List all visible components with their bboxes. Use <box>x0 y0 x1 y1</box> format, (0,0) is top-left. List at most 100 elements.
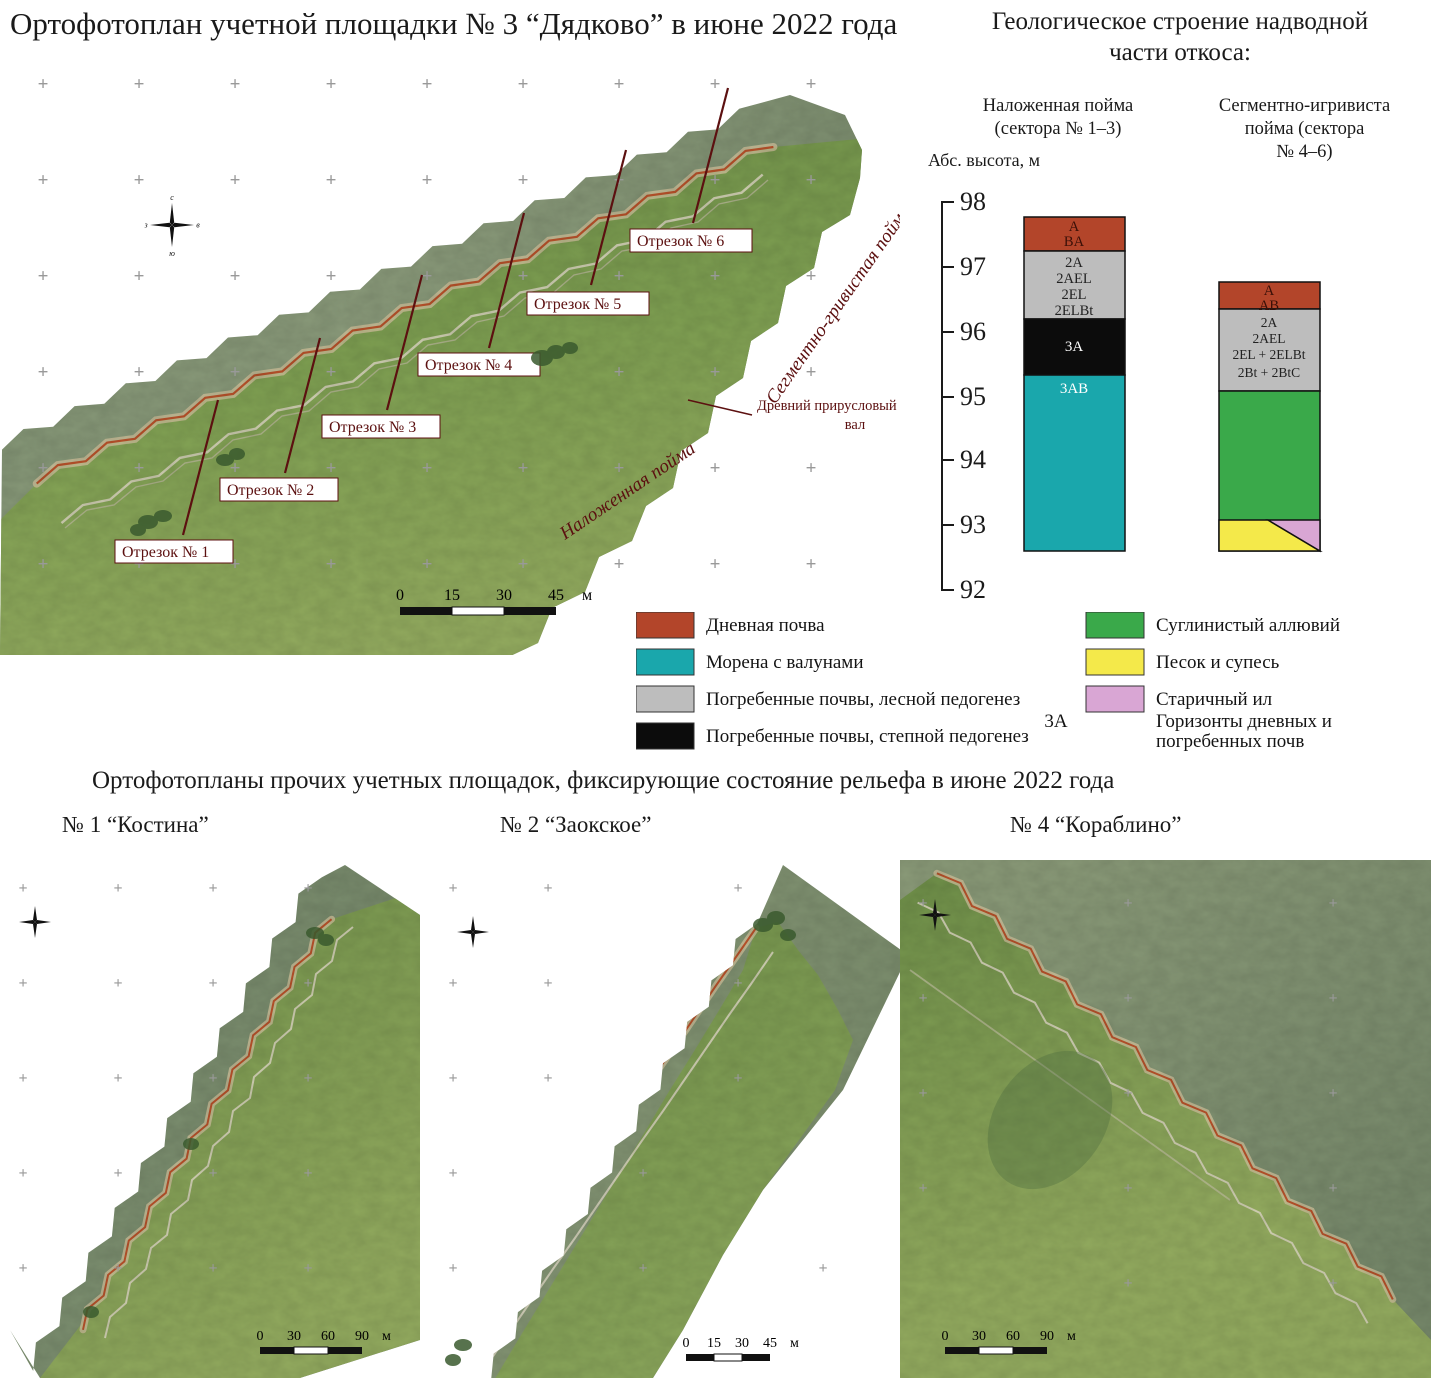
svg-text:+: + <box>518 554 529 575</box>
svg-text:+: + <box>303 1260 312 1277</box>
svg-text:45: 45 <box>548 587 564 604</box>
svg-text:+: + <box>208 975 217 992</box>
svg-text:2EL: 2EL <box>1062 287 1087 303</box>
svg-text:+: + <box>1123 1085 1132 1102</box>
svg-text:+: + <box>918 895 927 912</box>
svg-text:+: + <box>733 880 742 897</box>
svg-text:+: + <box>918 1085 927 1102</box>
svg-text:+: + <box>614 458 625 479</box>
svg-text:+: + <box>448 880 457 897</box>
svg-text:60: 60 <box>321 1329 335 1344</box>
svg-text:+: + <box>518 74 529 95</box>
svg-text:+: + <box>710 170 721 191</box>
svg-text:+: + <box>614 266 625 287</box>
svg-text:+: + <box>230 74 241 95</box>
svg-text:+: + <box>1328 1085 1337 1102</box>
svg-text:94: 94 <box>960 445 986 474</box>
svg-text:+: + <box>38 458 49 479</box>
svg-text:+: + <box>422 170 433 191</box>
svg-text:+: + <box>918 990 927 1007</box>
svg-text:+: + <box>38 554 49 575</box>
svg-text:+: + <box>543 975 552 992</box>
svg-text:3AB: 3AB <box>1060 381 1088 397</box>
svg-text:+: + <box>806 266 817 287</box>
svg-text:2ELBt: 2ELBt <box>1055 303 1094 319</box>
svg-text:2A: 2A <box>1261 315 1278 330</box>
svg-text:+: + <box>918 1180 927 1197</box>
svg-text:+: + <box>806 170 817 191</box>
svg-text:+: + <box>1328 1275 1337 1292</box>
svg-text:вал: вал <box>845 417 865 433</box>
svg-text:+: + <box>1123 1275 1132 1292</box>
svg-text:+: + <box>448 975 457 992</box>
svg-text:з: з <box>143 221 147 230</box>
svg-text:+: + <box>113 975 122 992</box>
svg-text:98: 98 <box>960 187 986 216</box>
svg-text:+: + <box>1328 895 1337 912</box>
svg-text:+: + <box>638 1165 647 1182</box>
svg-text:+: + <box>518 170 529 191</box>
svg-text:93: 93 <box>960 510 986 539</box>
svg-text:+: + <box>326 74 337 95</box>
svg-text:15: 15 <box>444 587 460 604</box>
svg-text:+: + <box>113 880 122 897</box>
svg-text:2AEL: 2AEL <box>1056 271 1091 287</box>
svg-text:+: + <box>422 266 433 287</box>
svg-text:Суглинистый аллювий: Суглинистый аллювий <box>1156 615 1340 636</box>
svg-text:+: + <box>208 1070 217 1087</box>
svg-text:м: м <box>382 1329 391 1344</box>
svg-text:+: + <box>710 362 721 383</box>
svg-text:+: + <box>710 458 721 479</box>
svg-text:Отрезок № 2: Отрезок № 2 <box>227 482 314 499</box>
svg-text:+: + <box>230 362 241 383</box>
svg-text:+: + <box>422 74 433 95</box>
svg-text:+: + <box>448 1165 457 1182</box>
svg-text:92: 92 <box>960 575 986 604</box>
svg-text:+: + <box>710 554 721 575</box>
svg-text:+: + <box>134 170 145 191</box>
svg-text:+: + <box>38 170 49 191</box>
svg-text:Песок и супесь: Песок и супесь <box>1156 652 1280 673</box>
svg-text:Горизонты дневных и: Горизонты дневных и <box>1156 711 1332 732</box>
svg-text:BA: BA <box>1064 234 1085 250</box>
svg-text:+: + <box>208 1165 217 1182</box>
svg-text:+: + <box>326 266 337 287</box>
svg-text:в: в <box>196 221 200 230</box>
svg-text:+: + <box>448 1070 457 1087</box>
svg-text:+: + <box>518 266 529 287</box>
svg-text:+: + <box>134 458 145 479</box>
svg-text:+: + <box>134 362 145 383</box>
svg-text:+: + <box>230 266 241 287</box>
svg-text:+: + <box>113 1165 122 1182</box>
svg-text:+: + <box>518 458 529 479</box>
svg-text:+: + <box>710 266 721 287</box>
svg-text:+: + <box>818 1260 827 1277</box>
svg-text:+: + <box>543 880 552 897</box>
svg-text:Отрезок № 6: Отрезок № 6 <box>637 233 724 250</box>
svg-text:+: + <box>303 975 312 992</box>
svg-text:ю: ю <box>169 249 175 258</box>
svg-text:+: + <box>733 975 742 992</box>
svg-text:+: + <box>422 554 433 575</box>
svg-text:60: 60 <box>1006 1329 1020 1344</box>
svg-text:+: + <box>1123 1180 1132 1197</box>
svg-text:0: 0 <box>683 1336 690 1351</box>
svg-text:+: + <box>1328 990 1337 1007</box>
svg-text:+: + <box>303 1165 312 1182</box>
svg-text:+: + <box>326 554 337 575</box>
svg-text:+: + <box>1123 990 1132 1007</box>
svg-text:+: + <box>614 362 625 383</box>
svg-text:+: + <box>638 1260 647 1277</box>
svg-text:0: 0 <box>396 587 404 604</box>
svg-text:Морена с валунами: Морена с валунами <box>706 652 863 673</box>
svg-text:3A: 3A <box>1044 711 1068 732</box>
svg-text:погребенных почв: погребенных почв <box>1156 731 1304 752</box>
svg-text:Погребенные почвы, лесной педо: Погребенные почвы, лесной педогенез <box>706 689 1020 710</box>
svg-text:Погребенные почвы, степной пед: Погребенные почвы, степной педогенез <box>706 726 1029 747</box>
svg-text:+: + <box>1328 1180 1337 1197</box>
svg-text:+: + <box>18 1165 27 1182</box>
svg-text:+: + <box>326 458 337 479</box>
svg-text:+: + <box>38 362 49 383</box>
svg-text:+: + <box>18 1070 27 1087</box>
svg-text:м: м <box>790 1336 799 1351</box>
